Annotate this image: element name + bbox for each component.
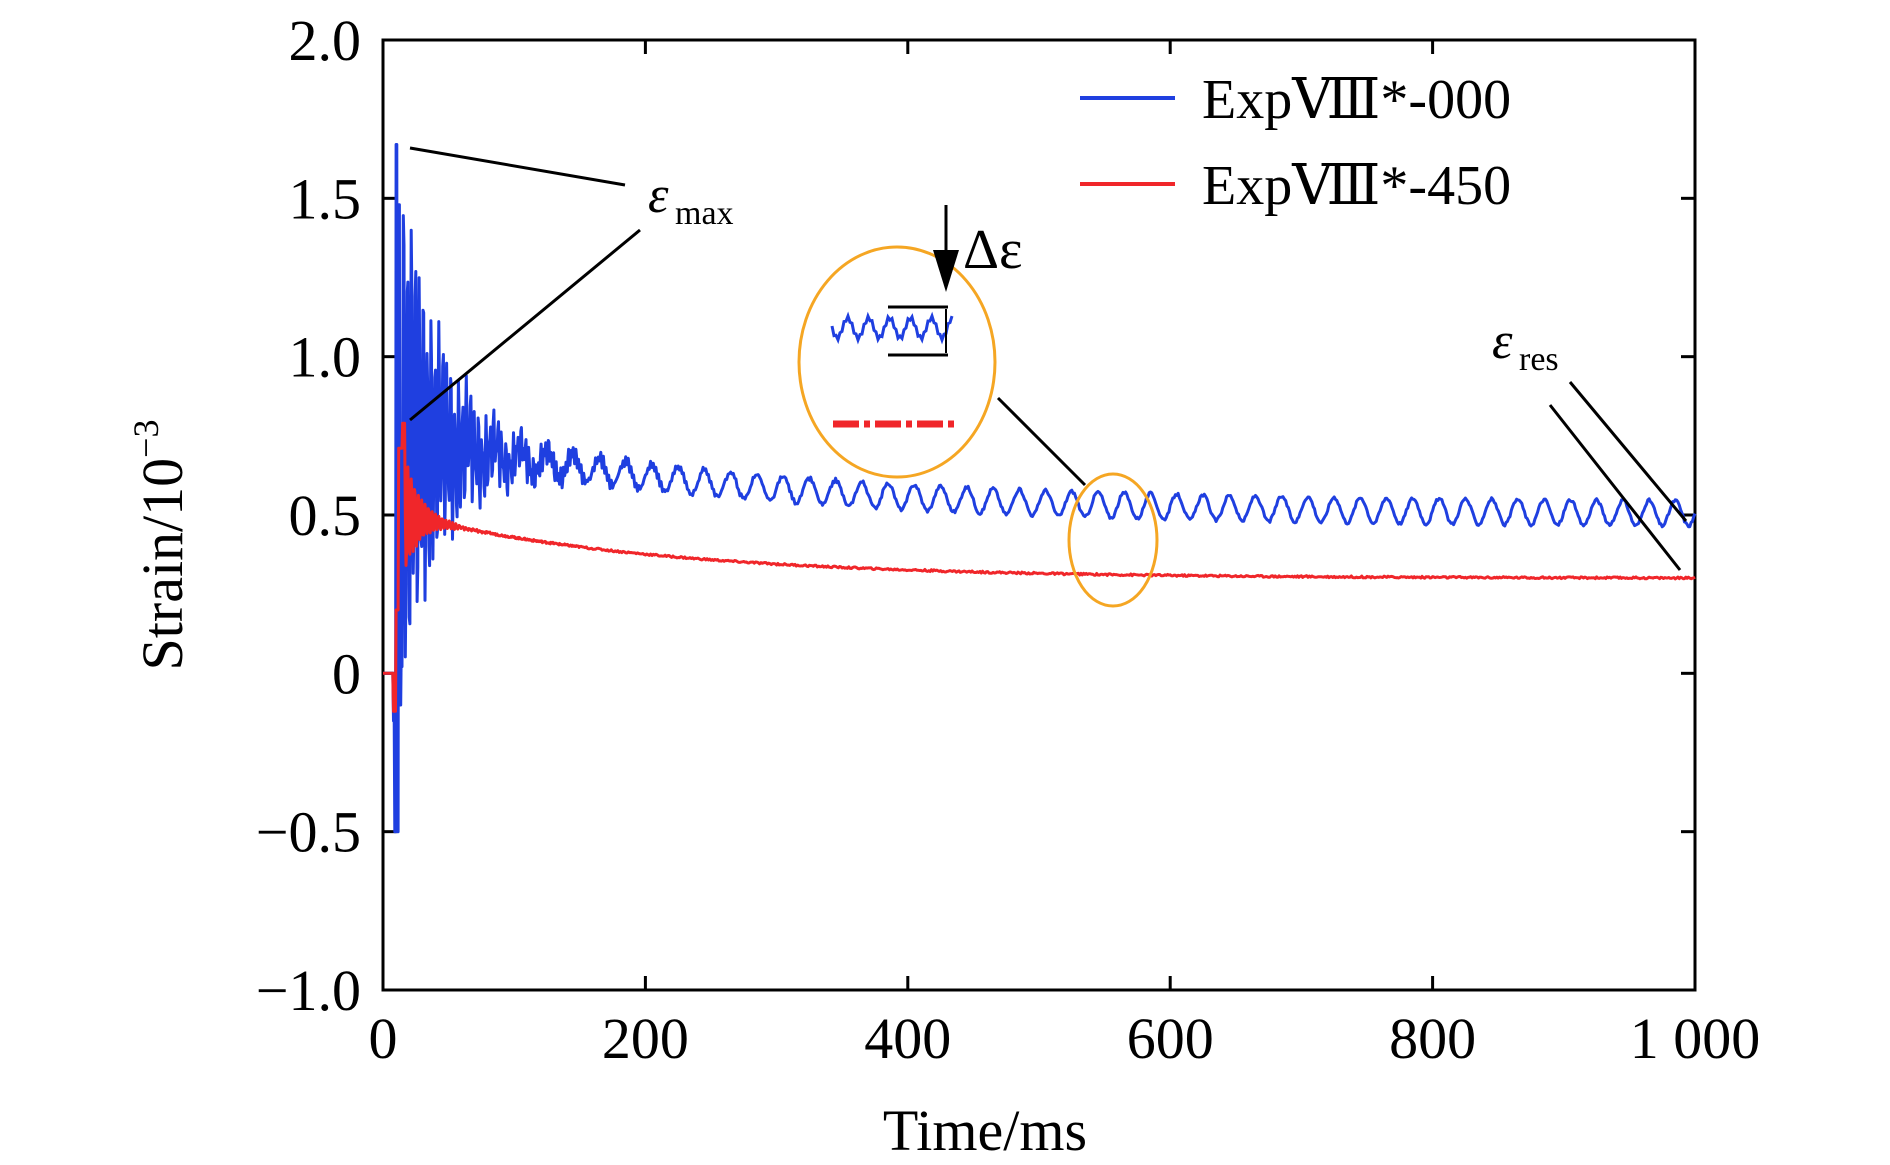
y-tick-label: −1.0 <box>256 958 361 1023</box>
emax-leader-line-1 <box>409 146 626 187</box>
emax-annotation: ε <box>648 167 669 224</box>
eres-annotation-subscript: res <box>1519 341 1559 378</box>
x-tick-label: 200 <box>602 1006 689 1071</box>
x-tick-label: 400 <box>864 1006 951 1071</box>
axes-group: 0 200 400 600 800 1 000 −1.0 −0.5 0 0.5 1.0 1.5 2.0 <box>256 8 1760 1071</box>
inset-blue-signal <box>830 311 954 345</box>
series-group <box>382 143 1697 834</box>
delta-epsilon-annotation: Δε <box>963 219 1023 281</box>
series-line-exp000 <box>382 143 1697 834</box>
eres-leader-line-2 <box>1548 404 1682 571</box>
y-tick-label: 0 <box>332 641 361 706</box>
delta-arrow-head <box>933 250 959 292</box>
y-axis-label-exponent: −3 <box>126 420 166 458</box>
inset-circle <box>797 245 997 479</box>
y-tick-label: 1.0 <box>289 325 362 390</box>
x-axis-label: Time/ms <box>883 1098 1087 1163</box>
highlight-ellipse <box>1067 472 1159 608</box>
y-tick-label: 0.5 <box>289 483 362 548</box>
y-tick-label: −0.5 <box>256 800 361 865</box>
emax-leader-line-2 <box>409 228 641 422</box>
x-tick-label: 600 <box>1127 1006 1214 1071</box>
eres-annotation: ε <box>1492 313 1513 370</box>
legend: ExpⅧ*-000 ExpⅧ*-450 <box>1080 69 1511 217</box>
legend-label-1: ExpⅧ*-450 <box>1202 155 1511 217</box>
y-tick-label: 2.0 <box>289 8 362 73</box>
x-tick-label: 1 000 <box>1630 1006 1761 1071</box>
emax-annotation-subscript: max <box>675 195 734 232</box>
inset-connector-line <box>996 396 1087 487</box>
y-axis-label: Strain/10−3 <box>126 420 195 671</box>
x-tick-label: 800 <box>1389 1006 1476 1071</box>
eres-leader-line-1 <box>1568 381 1688 522</box>
series-line-exp450 <box>382 421 1696 713</box>
x-tick-label: 0 <box>369 1006 398 1071</box>
legend-label-0: ExpⅧ*-000 <box>1202 69 1511 131</box>
y-tick-label: 1.5 <box>289 166 362 231</box>
